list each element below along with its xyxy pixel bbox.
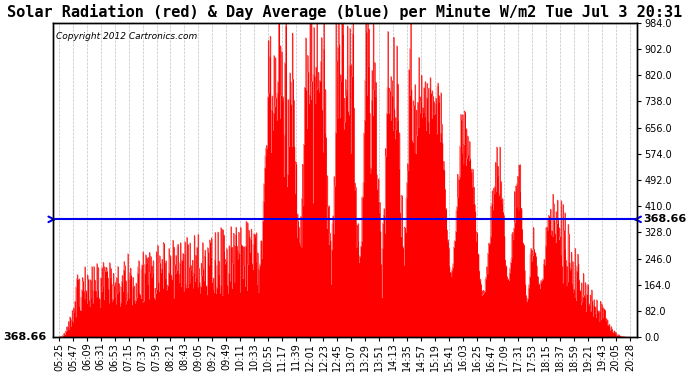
Text: Copyright 2012 Cartronics.com: Copyright 2012 Cartronics.com [56, 32, 197, 41]
Text: 368.66: 368.66 [3, 332, 47, 342]
Text: 368.66: 368.66 [643, 214, 687, 224]
Title: Solar Radiation (red) & Day Average (blue) per Minute W/m2 Tue Jul 3 20:31: Solar Radiation (red) & Day Average (blu… [8, 4, 682, 20]
